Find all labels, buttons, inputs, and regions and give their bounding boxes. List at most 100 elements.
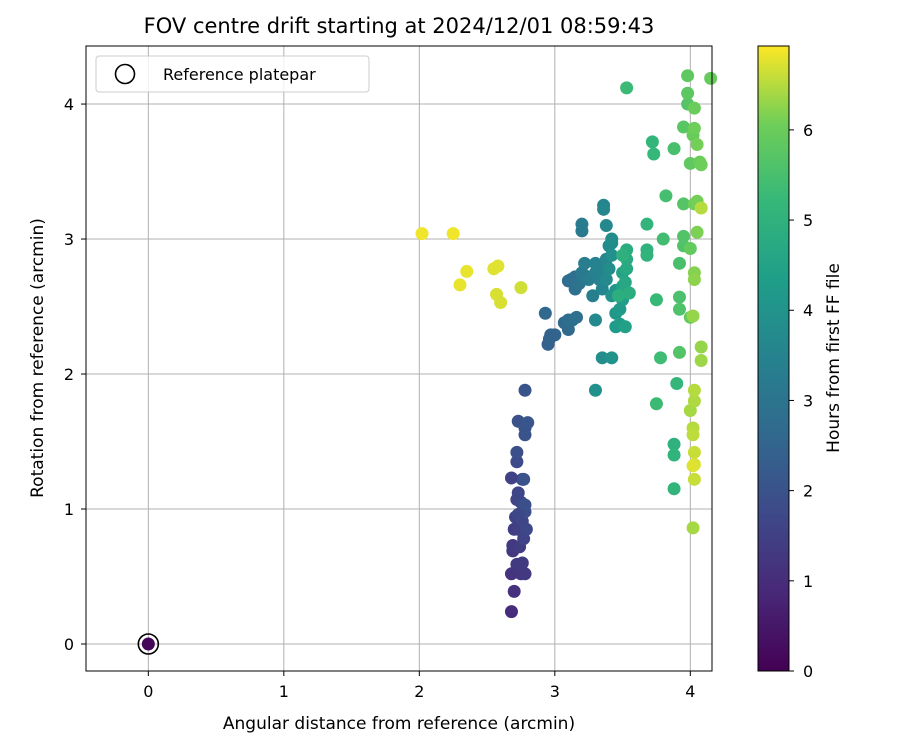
data-point	[510, 445, 524, 459]
y-axis-ticks: 0 1 2 3 4	[64, 95, 86, 654]
data-point	[507, 584, 521, 598]
data-point	[670, 376, 684, 390]
colorbar-ticks: 0 1 2 3 4 5 6	[789, 121, 813, 681]
data-point	[687, 383, 701, 397]
data-point	[605, 351, 619, 365]
data-point	[446, 227, 460, 241]
data-points	[415, 69, 718, 619]
y-tick-label: 4	[64, 95, 74, 114]
y-axis-label: Rotation from reference (arcmin)	[28, 218, 48, 498]
data-point	[694, 201, 708, 215]
data-point	[672, 256, 686, 270]
data-point	[588, 383, 602, 397]
data-point	[687, 101, 701, 115]
data-point	[694, 158, 708, 172]
data-point	[681, 69, 695, 83]
colorbar-gradient	[757, 45, 790, 672]
data-point	[578, 256, 592, 270]
data-point	[460, 264, 474, 278]
legend: Reference platepar	[95, 55, 370, 93]
data-point	[672, 302, 686, 316]
reference-point-marker	[137, 633, 160, 655]
y-tick-label: 1	[64, 500, 74, 519]
data-point	[588, 313, 602, 327]
colorbar-label: Hours from first FF file	[824, 263, 844, 453]
reference-point-group	[137, 633, 160, 655]
grid-lines	[86, 46, 712, 671]
data-point	[667, 448, 681, 462]
data-point	[618, 275, 632, 289]
data-point	[683, 241, 697, 255]
data-point	[687, 445, 701, 459]
data-point	[510, 455, 524, 469]
data-point	[654, 351, 668, 365]
data-point	[687, 121, 701, 135]
data-point	[538, 306, 552, 320]
data-point	[575, 217, 589, 231]
data-point	[704, 71, 718, 85]
data-point	[667, 142, 681, 156]
colorbar-tick-label: 1	[803, 572, 813, 591]
legend-label-reference: Reference platepar	[163, 65, 316, 84]
data-point	[683, 156, 697, 170]
data-point	[690, 138, 704, 152]
data-point	[694, 354, 708, 368]
data-point	[659, 189, 673, 203]
colorbar-tick-label: 6	[803, 121, 813, 140]
data-point	[686, 459, 700, 473]
data-point	[620, 81, 634, 95]
data-point	[618, 320, 632, 334]
data-point	[681, 86, 695, 100]
colorbar: 0 1 2 3 4 5 6 Hours from first FF file	[757, 45, 844, 681]
colorbar-tick-label: 3	[803, 391, 813, 410]
data-point	[517, 472, 531, 486]
x-tick-label: 3	[550, 682, 560, 701]
data-point	[514, 281, 528, 295]
x-tick-label: 1	[279, 682, 289, 701]
data-point	[612, 289, 626, 303]
y-tick-label: 0	[64, 635, 74, 654]
data-point	[649, 397, 663, 411]
data-point	[415, 227, 429, 241]
data-point	[515, 556, 529, 570]
data-point	[640, 217, 654, 231]
data-point	[690, 225, 704, 239]
data-point	[595, 351, 609, 365]
colorbar-tick-label: 4	[803, 301, 813, 320]
data-point	[504, 605, 518, 619]
chart-title: FOV centre drift starting at 2024/12/01 …	[144, 14, 655, 38]
y-tick-label: 3	[64, 230, 74, 249]
data-point	[647, 147, 661, 161]
legend-box	[95, 55, 370, 93]
x-axis-label: Angular distance from reference (arcmin)	[223, 714, 575, 734]
data-point	[570, 310, 584, 324]
colorbar-tick-label: 5	[803, 211, 813, 230]
data-point	[599, 273, 613, 287]
data-point	[519, 522, 533, 536]
data-point	[586, 289, 600, 303]
data-point	[511, 507, 525, 521]
x-axis-ticks: 0 1 2 3 4	[143, 671, 695, 701]
data-point	[542, 332, 556, 346]
data-point	[518, 498, 532, 512]
data-point	[686, 309, 700, 323]
y-tick-label: 2	[64, 365, 74, 384]
x-tick-label: 0	[143, 682, 153, 701]
data-point	[667, 437, 681, 451]
data-point	[687, 394, 701, 408]
colorbar-tick-label: 2	[803, 482, 813, 501]
data-point	[599, 219, 613, 233]
data-point	[645, 135, 659, 149]
data-point	[494, 295, 508, 309]
data-point	[521, 416, 535, 430]
data-point	[616, 248, 630, 262]
data-point	[511, 486, 525, 500]
reference-point-fill	[141, 637, 155, 651]
data-point	[677, 229, 691, 243]
data-point	[687, 273, 701, 287]
x-tick-label: 4	[685, 682, 695, 701]
x-tick-label: 2	[414, 682, 424, 701]
data-point	[672, 345, 686, 359]
